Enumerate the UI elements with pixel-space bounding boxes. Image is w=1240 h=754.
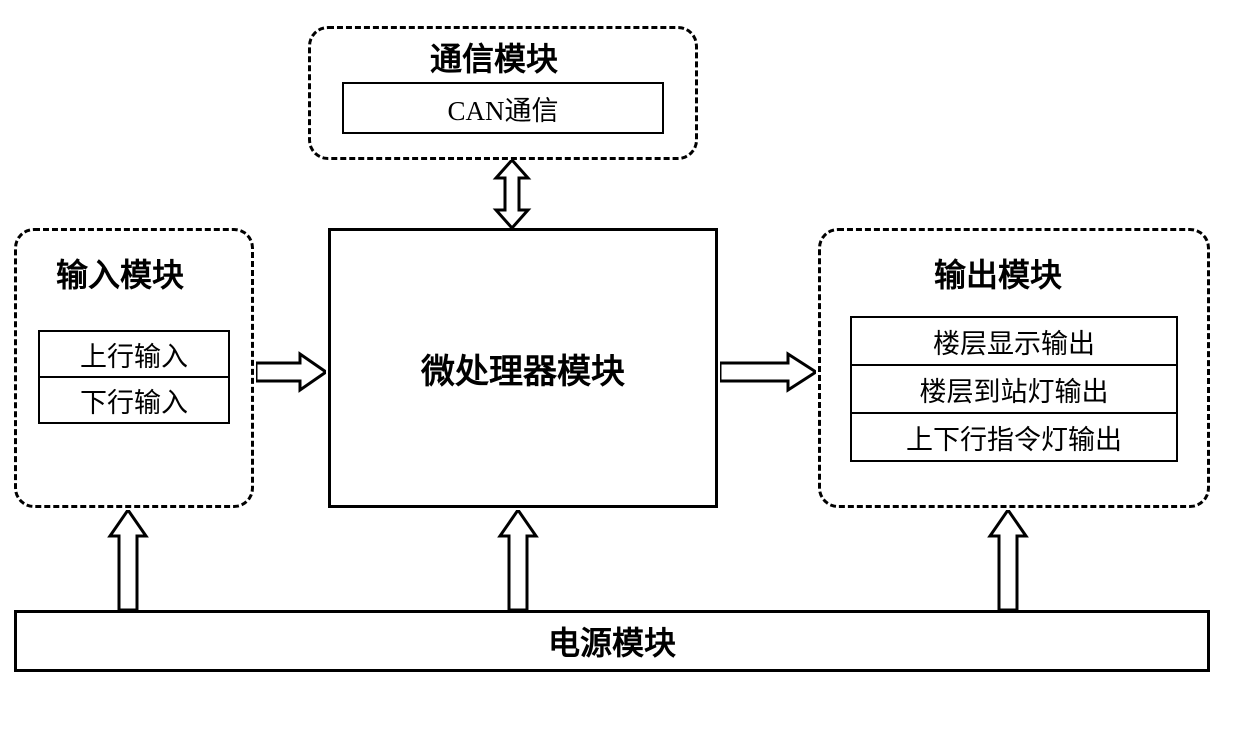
center-module-box: 微处理器模块 (328, 228, 718, 508)
comm-module-title: 通信模块 (430, 34, 558, 80)
output-item-label: 楼层显示输出 (933, 322, 1095, 361)
power-module-label: 电源模块 (548, 618, 676, 664)
input-item-label: 上行输入 (80, 335, 188, 374)
power-module-box: 电源模块 (14, 610, 1210, 672)
output-module-title: 输出模块 (934, 250, 1062, 296)
input-module-stack: 上行输入 下行输入 (38, 330, 230, 424)
output-item-label: 上下行指令灯输出 (906, 418, 1122, 457)
comm-module-item-label: CAN通信 (447, 89, 558, 128)
arrow-comm-center (490, 160, 534, 228)
arrow-power-center (496, 510, 540, 610)
output-item-arrival-light: 楼层到站灯输出 (850, 364, 1178, 414)
arrow-power-output (986, 510, 1030, 610)
center-module-label: 微处理器模块 (421, 344, 625, 393)
input-item-up: 上行输入 (38, 330, 230, 378)
arrow-input-center (256, 350, 326, 394)
input-item-label: 下行输入 (80, 381, 188, 420)
comm-module-item: CAN通信 (342, 82, 664, 134)
output-module-stack: 楼层显示输出 楼层到站灯输出 上下行指令灯输出 (850, 316, 1178, 462)
input-item-down: 下行输入 (38, 376, 230, 424)
output-item-label: 楼层到站灯输出 (920, 370, 1109, 409)
output-item-direction-light: 上下行指令灯输出 (850, 412, 1178, 462)
arrow-center-output (720, 350, 816, 394)
output-item-floor-display: 楼层显示输出 (850, 316, 1178, 366)
input-module-title: 输入模块 (56, 250, 184, 296)
arrow-power-input (106, 510, 150, 610)
